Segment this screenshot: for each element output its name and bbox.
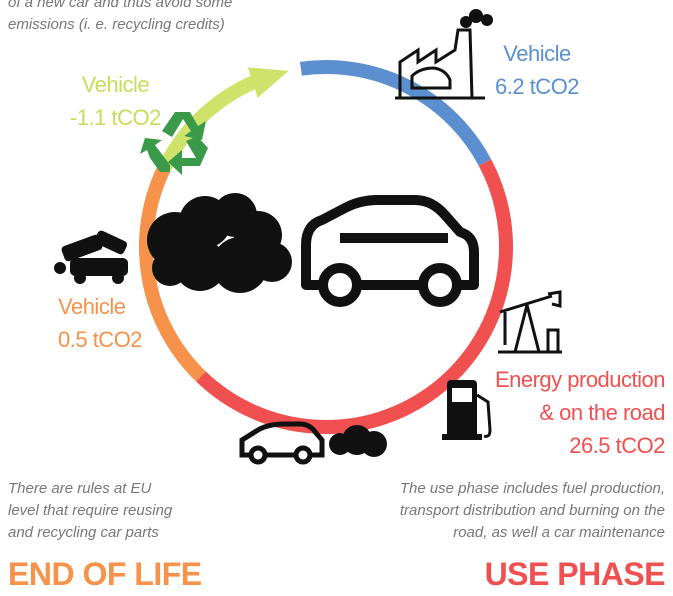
stage-label: Vehicle: [58, 290, 142, 323]
page: of a new car and thus avoid some emissio…: [0, 0, 673, 596]
note-line: level that require reusing: [8, 500, 172, 522]
stage-label: Vehicle: [495, 37, 579, 70]
recycling-arrowhead: [248, 67, 289, 97]
stage-production: Vehicle 6.2 tCO2: [495, 37, 579, 103]
stage-value: 0.5 tCO2: [58, 323, 142, 356]
production-arc: [301, 67, 485, 162]
use-phase-note: The use phase includes fuel production, …: [400, 478, 665, 544]
use-phase-title: USE PHASE: [485, 556, 665, 593]
junk-cars-icon: [54, 229, 128, 284]
note-line: road, as well a car maintenance: [400, 522, 665, 544]
small-car-icon: [242, 424, 322, 462]
end-of-life-note: There are rules at EU level that require…: [8, 478, 172, 544]
note-line: and recycling car parts: [8, 522, 172, 544]
factory-smoke: [460, 9, 493, 28]
stage-recycling: Vehicle -1.1 tCO2: [70, 68, 161, 134]
stage-use: Energy production & on the road 26.5 tCO…: [495, 363, 665, 462]
note-line: The use phase includes fuel production,: [400, 478, 665, 500]
note-line: of a new car and thus avoid some: [8, 0, 232, 14]
stage-label: Vehicle: [70, 68, 161, 101]
stage-label: & on the road: [495, 396, 665, 429]
intro-note: of a new car and thus avoid some emissio…: [8, 0, 232, 36]
fuel-pump-icon: [442, 380, 490, 440]
stage-value: -1.1 tCO2: [70, 101, 161, 134]
note-line: transport distribution and burning on th…: [400, 500, 665, 522]
stage-label: Energy production: [495, 363, 665, 396]
oil-pump-icon: [498, 292, 562, 352]
stage-end-of-life: Vehicle 0.5 tCO2: [58, 290, 142, 356]
stage-value: 6.2 tCO2: [495, 70, 579, 103]
end-of-life-title: END OF LIFE: [8, 556, 202, 593]
note-line: emissions (i. e. recycling credits): [8, 14, 232, 36]
note-line: There are rules at EU: [8, 478, 172, 500]
car-icon: [306, 200, 474, 302]
stage-value: 26.5 tCO2: [495, 429, 665, 462]
